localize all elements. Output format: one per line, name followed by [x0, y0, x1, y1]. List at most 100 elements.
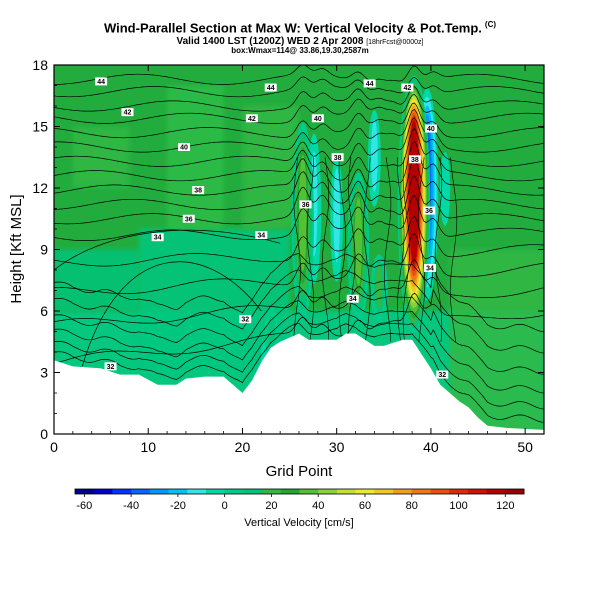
- contour-label-text: 34: [426, 265, 434, 272]
- contour-label-text: 40: [427, 126, 435, 133]
- chart-title: Wind-Parallel Section at Max W: Vertical…: [103, 20, 497, 36]
- theta-contour-line: [54, 93, 544, 124]
- theta-contour-line: [54, 102, 544, 139]
- contour-label: 34: [255, 231, 268, 240]
- colorbar-tick-label: -40: [123, 500, 139, 512]
- colorbar-swatch: [467, 489, 488, 494]
- field-band: [54, 249, 139, 311]
- y-tick-label: 12: [32, 180, 48, 196]
- theta-contour-line: [54, 322, 544, 423]
- contour-label-text: 32: [438, 372, 446, 379]
- theta-contour-line: [54, 215, 544, 267]
- copyright-mark: (C): [484, 20, 497, 29]
- colorbar-swatch: [299, 489, 319, 494]
- downdraft-shell: [333, 168, 341, 263]
- field-band: [72, 126, 130, 188]
- field-band: [242, 106, 299, 229]
- updraft-shell: [298, 154, 307, 272]
- contour-label: 36: [299, 200, 312, 209]
- contour-label-text: 38: [411, 157, 419, 164]
- theta-contours: [54, 65, 544, 423]
- y-tick-label: 3: [40, 365, 48, 381]
- contour-label-text: 32: [241, 317, 249, 324]
- contour-label-text: 42: [248, 116, 256, 123]
- y-tick-label: 0: [40, 426, 48, 442]
- theta-contour-line: [54, 269, 544, 354]
- contour-label-text: 32: [107, 364, 115, 371]
- theta-contour-line: [81, 261, 262, 367]
- contour-label-bg: [423, 206, 436, 215]
- contour-label: 42: [121, 108, 134, 117]
- colorbar-tick-label: -60: [76, 500, 92, 512]
- contour-label: 32: [436, 370, 449, 379]
- theta-contour-line: [321, 157, 329, 342]
- colorbar-swatch: [149, 489, 170, 494]
- theta-contour-line: [363, 157, 371, 342]
- colorbar-swatch: [430, 489, 450, 494]
- colorbar-tick-label: 120: [496, 500, 514, 512]
- colorbar-swatch: [505, 489, 525, 494]
- contour-label-bg: [423, 263, 436, 272]
- theta-contour-line: [54, 233, 544, 295]
- updraft-shell: [268, 313, 276, 353]
- colorbar-tick-label: 60: [359, 500, 371, 512]
- colorbar-label: Vertical Velocity [cm/s]: [244, 517, 353, 529]
- colorbar-swatch: [318, 489, 338, 494]
- contour-label-bg: [401, 83, 414, 92]
- contour-label: 42: [245, 114, 258, 123]
- colorbar-swatch: [280, 489, 300, 494]
- contour-label: 32: [104, 362, 117, 371]
- colorbar-swatch: [449, 489, 469, 494]
- contour-label-bg: [436, 370, 449, 379]
- theta-contour-line: [434, 157, 443, 342]
- contour-label: 40: [311, 114, 324, 123]
- y-tick-label: 9: [40, 242, 48, 258]
- contour-label-bg: [104, 362, 117, 371]
- colorbar-tick-label: 40: [312, 500, 324, 512]
- colorbar-swatch: [131, 489, 151, 494]
- theta-contour-line: [449, 157, 458, 342]
- theta-contour-line: [54, 175, 544, 225]
- theta-contour-line: [306, 157, 314, 342]
- contour-label: 34: [346, 294, 359, 303]
- contour-label-text: 36: [425, 208, 433, 215]
- contour-label: 44: [363, 79, 376, 88]
- contour-label-bg: [424, 124, 437, 133]
- x-tick-label: 30: [329, 439, 345, 455]
- contour-label-bg: [255, 231, 268, 240]
- contour-label-text: 34: [257, 233, 265, 240]
- colorbar-swatch: [243, 489, 263, 494]
- contour-label: 32: [239, 315, 252, 324]
- colorbar-swatch: [168, 489, 188, 494]
- contour-labels: 44 44 44 42 42 42 40 40 40 38 38 38 36 36 36 34 34 34 34 32…: [95, 77, 449, 379]
- y-tick-label: 6: [40, 303, 48, 319]
- contour-label-bg: [192, 186, 205, 195]
- contour-label-bg: [363, 79, 376, 88]
- theta-contour-line: [54, 117, 544, 167]
- contour-label-text: 40: [314, 116, 322, 123]
- contour-label-text: 38: [194, 188, 202, 195]
- contour-label-text: 44: [366, 81, 374, 88]
- y-tick-label: 18: [32, 57, 48, 73]
- contour-label: 44: [95, 77, 108, 86]
- x-axis-label: Grid Point: [266, 463, 334, 480]
- downdraft-shell: [371, 119, 378, 192]
- colorbar-swatch: [75, 489, 95, 494]
- chart-subtitle-valid: Valid 1400 LST (1200Z) WED 2 Apr 2008 [1…: [176, 36, 424, 47]
- contour-label-text: 42: [403, 85, 411, 92]
- theta-contour-line: [54, 292, 544, 364]
- colorbar-swatch: [393, 489, 413, 494]
- y-tick-label: 15: [32, 119, 48, 135]
- contour-label-text: 36: [185, 216, 193, 223]
- x-tick-label: 40: [423, 439, 439, 455]
- colorbar-swatch: [205, 489, 226, 494]
- colorbar-frame: [74, 488, 525, 495]
- forecast-label: [18hrFcst@0000z]: [366, 39, 424, 46]
- colorbar: -60 -40 -20 0 20 40 60 80 100 120: [74, 488, 525, 512]
- colorbar-tick-label: 80: [406, 500, 418, 512]
- downdraft-shell: [441, 157, 449, 218]
- theta-contour-line: [293, 157, 301, 342]
- contour-label: 38: [331, 153, 344, 162]
- x-tick-label: 0: [50, 439, 58, 455]
